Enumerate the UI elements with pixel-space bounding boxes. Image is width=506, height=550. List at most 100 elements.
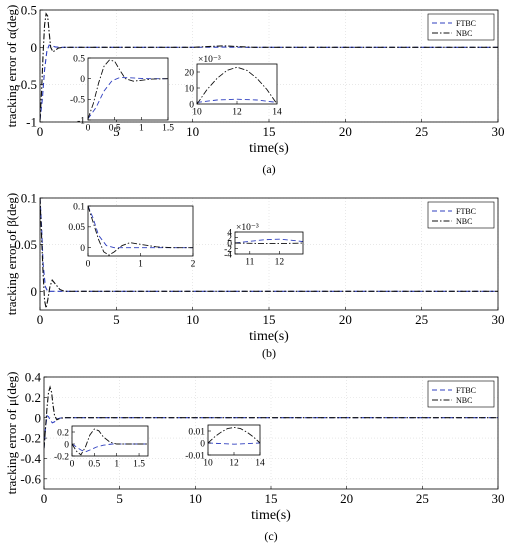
y-tick-label: 0 (64, 440, 69, 450)
y-tick-label: 20 (185, 68, 195, 78)
x-tick-label: 10 (189, 491, 202, 506)
series-line-nbc (44, 385, 498, 449)
y-axis-label: tracking error of μ(deg) (4, 372, 19, 495)
y-tick-label: 0.5 (73, 54, 85, 64)
x-tick-label: 1.5 (162, 124, 174, 134)
x-tick-label: 11 (245, 258, 254, 268)
y-tick-label: -1 (26, 115, 37, 130)
x-tick-label: 5 (113, 312, 120, 327)
x-tick-label: 0 (37, 124, 44, 139)
y-tick-label: -4 (224, 250, 232, 260)
panel-1-inset-1-background (88, 58, 168, 120)
x-axis-label: time(s) (249, 141, 289, 156)
legend-entry-ftbc: FTBC (456, 386, 476, 395)
axis-exponent-label: ×10⁻³ (236, 223, 259, 233)
y-tick-label: 0.2 (57, 428, 69, 438)
y-tick-label: 2 (227, 234, 232, 244)
x-tick-label: 10 (186, 312, 199, 327)
y-tick-label: 0.5 (21, 3, 37, 18)
x-tick-label: 5 (116, 491, 123, 506)
y-tick-label: -0.5 (70, 96, 85, 106)
axis-exponent-label: ×10⁻³ (198, 55, 221, 65)
y-tick-label: 0.4 (25, 370, 42, 385)
x-tick-label: 5 (113, 124, 120, 139)
x-tick-label: 15 (263, 312, 276, 327)
x-tick-label: 0 (37, 312, 44, 327)
y-tick-label: -0.2 (54, 452, 69, 462)
y-tick-label: 0 (35, 410, 42, 425)
x-tick-label: 0.5 (109, 124, 121, 134)
panel-3-inset-2: 10 12 14 -0.01 0 0.01 (185, 424, 265, 469)
y-tick-label: -0.01 (185, 451, 205, 461)
x-tick-label: 0.5 (88, 460, 100, 470)
x-tick-label: 0 (86, 260, 91, 270)
x-tick-label: 10 (203, 459, 213, 469)
y-tick-label: 0.1 (21, 191, 37, 206)
legend-entry-nbc: NBC (456, 396, 472, 405)
y-tick-label: 0.05 (14, 237, 37, 252)
y-tick-label: 10 (185, 84, 195, 94)
x-tick-label: 0 (86, 124, 91, 134)
y-tick-label: -0.6 (20, 471, 41, 486)
x-tick-label: 12 (275, 258, 285, 268)
x-tick-label: 2 (191, 260, 196, 270)
x-tick-label: 30 (492, 312, 505, 327)
panel-3-inset-2-background (208, 425, 260, 455)
x-tick-label: 25 (416, 491, 429, 506)
series-line-nbc (88, 206, 193, 256)
y-tick-label: -2 (224, 245, 232, 255)
y-tick-label: -0.2 (20, 431, 41, 446)
y-tick-label: 0 (189, 100, 194, 110)
y-tick-label: 0 (80, 75, 85, 85)
y-tick-label: -0.5 (16, 77, 37, 92)
y-tick-label: 4 (227, 228, 232, 238)
x-tick-label: 15 (265, 491, 278, 506)
panel-label: (b) (262, 346, 276, 360)
legend-entry-ftbc: FTBC (456, 207, 476, 216)
series-line-nbc (235, 242, 303, 244)
x-tick-label: 10 (186, 124, 199, 139)
x-tick-label: 12 (229, 459, 239, 469)
x-tick-label: 10 (192, 108, 202, 118)
panel-2-inset-1-background (88, 206, 193, 256)
x-tick-label: 30 (492, 491, 505, 506)
series-line-ftbc (208, 442, 260, 445)
x-tick-label: 20 (340, 491, 353, 506)
series-line-ftbc (197, 98, 277, 103)
x-tick-label: 20 (339, 124, 352, 139)
y-tick-label: 0 (200, 439, 205, 449)
panel-label: (a) (262, 162, 275, 176)
series-line-nbc (72, 428, 148, 456)
x-tick-label: 30 (492, 124, 505, 139)
legend-entry-ftbc: FTBC (456, 19, 476, 28)
panel-3-inset-1-background (72, 426, 148, 456)
x-tick-label: 12 (232, 108, 242, 118)
panel-3-inset-1-frame (71, 425, 149, 457)
x-tick-label: 1 (139, 124, 144, 134)
y-tick-label: 0.2 (25, 390, 41, 405)
series-line-nbc (40, 198, 498, 309)
legend-entry-nbc: NBC (456, 29, 472, 38)
legend-box (427, 201, 495, 229)
series-line-nbc (197, 66, 277, 104)
y-axis-label: tracking error of β(deg) (4, 193, 19, 315)
series-line-ftbc (40, 198, 498, 292)
legend-box (427, 380, 495, 408)
y-tick-label: -1 (77, 116, 85, 126)
legend-box (427, 13, 495, 41)
panel-label: (c) (264, 529, 277, 543)
x-tick-label: 25 (415, 124, 428, 139)
series-line-nbc (88, 59, 168, 119)
y-tick-label: 0.01 (188, 427, 205, 437)
y-tick-label: 0 (31, 284, 38, 299)
x-tick-label: 20 (339, 312, 352, 327)
panel-1-inset-1-frame (87, 57, 169, 121)
y-tick-label: -0.4 (20, 451, 41, 466)
